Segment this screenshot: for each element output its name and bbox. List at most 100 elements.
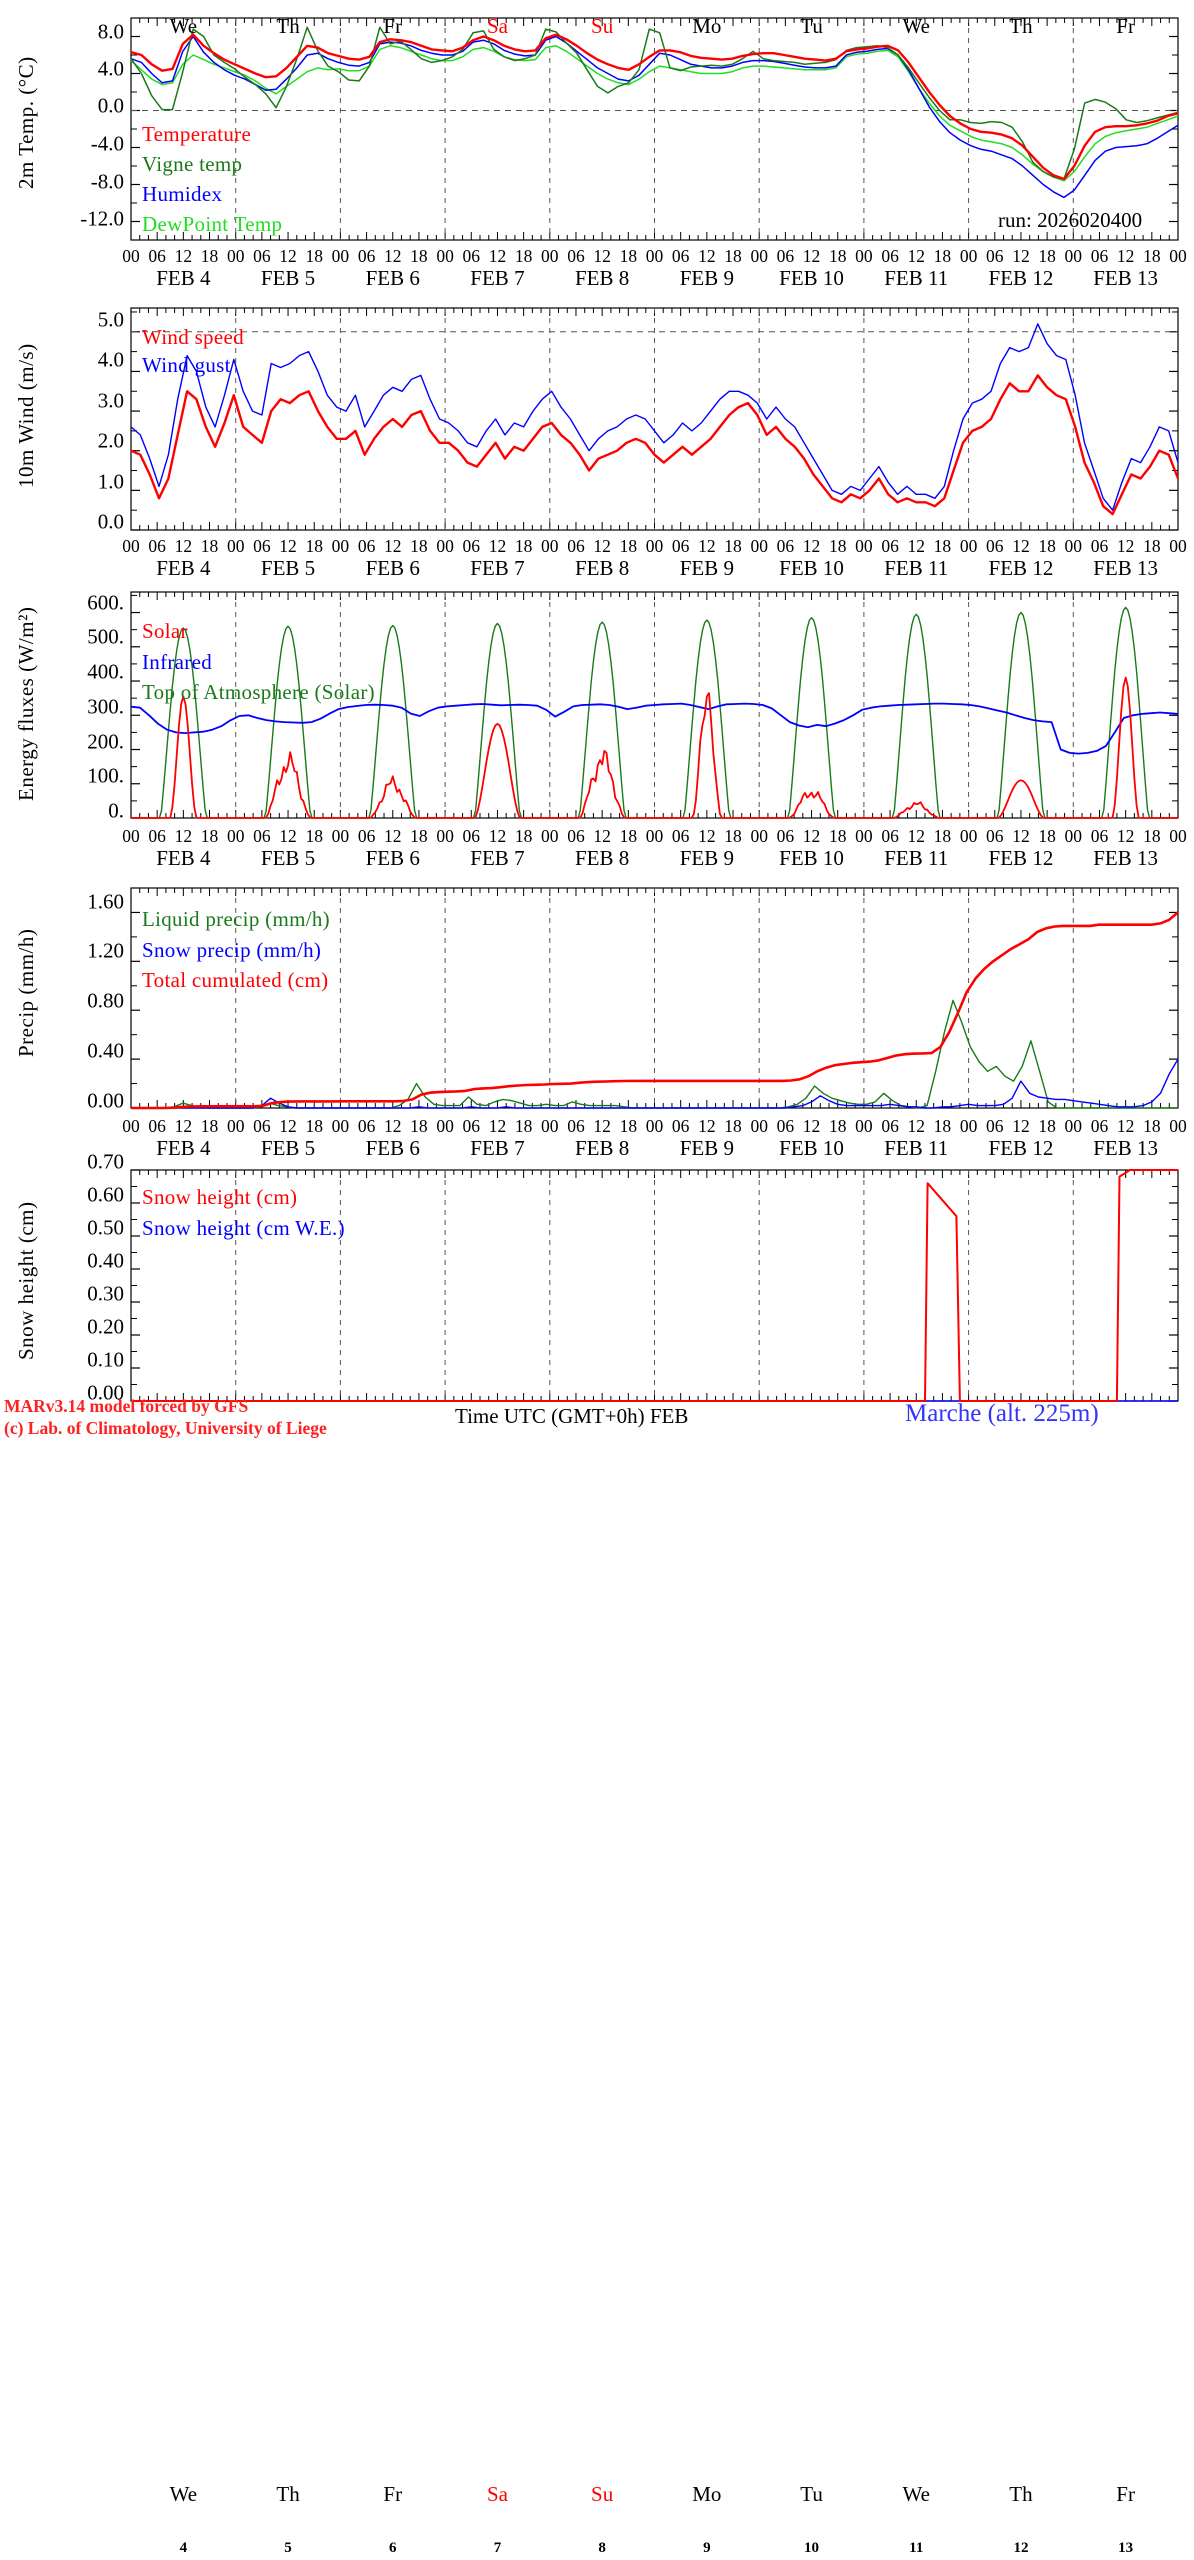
hour-tick: 00 bbox=[331, 536, 350, 556]
energy-hour-ticks: 00 06 12 18 00 06 12 18 00 06 12 18 00 06 12 18 00 06 12 18… bbox=[0, 826, 1194, 846]
hour-tick: 12 bbox=[907, 826, 926, 846]
hour-tick: 06 bbox=[462, 826, 481, 846]
day-number: 4 bbox=[179, 2540, 188, 2556]
day-number: 12 bbox=[1013, 2540, 1029, 2556]
hour-tick: 18 bbox=[724, 246, 742, 266]
hour-tick: 18 bbox=[305, 1116, 323, 1136]
energy-ytick: 300. bbox=[87, 694, 124, 719]
energy-ytick: 600. bbox=[87, 590, 124, 615]
hour-tick: 18 bbox=[619, 246, 638, 266]
hour-tick: 12 bbox=[174, 826, 193, 846]
hour-tick: 12 bbox=[1012, 246, 1030, 266]
date-label: FEB 10 bbox=[779, 266, 844, 290]
hour-tick: 00 bbox=[541, 246, 559, 266]
day-name: Tu bbox=[800, 2482, 823, 2506]
precip-ytick: 0.00 bbox=[87, 1088, 124, 1113]
hour-tick: 18 bbox=[410, 536, 428, 556]
hour-tick: 12 bbox=[1012, 536, 1030, 556]
footer-time-axis-label: Time UTC (GMT+0h) FEB bbox=[455, 1404, 689, 1428]
hour-tick: 12 bbox=[384, 246, 402, 266]
date-label: FEB 9 bbox=[679, 846, 734, 870]
hour-tick: 18 bbox=[305, 826, 323, 846]
hour-tick: 18 bbox=[724, 1116, 742, 1136]
hour-tick: 18 bbox=[514, 1116, 533, 1136]
footer-station-label: Marche (alt. 225m) bbox=[905, 1400, 1099, 1427]
wind-ytick: 2.0 bbox=[97, 428, 124, 453]
precip-date-labels: FEB 4 FEB 5 FEB 6 FEB 7 FEB 8 FEB 9 FEB 10 FEB … bbox=[0, 1136, 1194, 1160]
legend-wind-speed: Wind speed bbox=[142, 325, 244, 349]
hour-tick: 06 bbox=[881, 1116, 899, 1136]
hour-tick: 18 bbox=[1038, 1116, 1056, 1136]
hour-tick: 00 bbox=[226, 246, 245, 266]
date-label: FEB 11 bbox=[884, 846, 949, 870]
legend-dewpoint-temp: DewPoint Temp bbox=[142, 212, 283, 236]
hour-tick: 00 bbox=[436, 1116, 454, 1136]
hour-tick: 00 bbox=[959, 826, 978, 846]
hour-tick: 06 bbox=[567, 536, 585, 556]
energy-plot bbox=[130, 591, 1179, 819]
hour-tick: 06 bbox=[462, 536, 481, 556]
precip-plot bbox=[130, 887, 1179, 1110]
hour-tick: 06 bbox=[253, 536, 271, 556]
day-name: We bbox=[169, 14, 198, 38]
hour-tick: 12 bbox=[488, 826, 507, 846]
snowheight-ytick: 0.50 bbox=[87, 1215, 124, 1240]
legend-snow-height: Snow height (cm) bbox=[142, 1185, 298, 1209]
date-label: FEB 13 bbox=[1093, 1136, 1159, 1160]
hour-tick: 00 bbox=[855, 826, 873, 846]
hour-tick: 18 bbox=[619, 1116, 638, 1136]
hour-tick: 18 bbox=[724, 536, 742, 556]
day-name: Fr bbox=[383, 2482, 403, 2506]
day-name: Fr bbox=[383, 14, 403, 38]
day-name: Mo bbox=[692, 2482, 722, 2506]
legend-humidex: Humidex bbox=[142, 182, 223, 206]
wind-ytick: 5.0 bbox=[97, 307, 124, 332]
precip-ytick: 0.40 bbox=[87, 1038, 124, 1063]
hour-tick: 18 bbox=[200, 536, 219, 556]
hour-tick: 00 bbox=[436, 536, 454, 556]
hour-tick: 00 bbox=[122, 536, 140, 556]
hour-tick: 12 bbox=[1012, 826, 1030, 846]
hour-tick: 06 bbox=[776, 246, 795, 266]
day-number: 10 bbox=[804, 2540, 820, 2556]
hour-tick: 06 bbox=[1090, 1116, 1109, 1136]
series-temperature bbox=[130, 33, 1179, 181]
day-name: Th bbox=[1009, 14, 1033, 38]
hour-tick: 12 bbox=[698, 1116, 716, 1136]
date-label: FEB 13 bbox=[1093, 266, 1159, 290]
precip-hour-ticks: 00 06 12 18 00 06 12 18 00 06 12 18 00 06 12 18 00 06 12 18… bbox=[0, 1116, 1194, 1136]
hour-tick: 06 bbox=[357, 536, 376, 556]
panel-wind: 10m Wind (m/s) 5.0 4.0 3.0 2.0 1.0 0.0 W… bbox=[0, 290, 1194, 580]
date-label: FEB 5 bbox=[260, 846, 316, 870]
legend-liquid-precip: Liquid precip (mm/h) bbox=[142, 907, 330, 931]
hour-tick: 06 bbox=[148, 536, 166, 556]
hour-tick: 00 bbox=[855, 246, 873, 266]
hour-tick: 18 bbox=[828, 1116, 847, 1136]
day-name: Su bbox=[591, 14, 614, 38]
hour-tick: 12 bbox=[593, 826, 611, 846]
footer-lab-credit: (c) Lab. of Climatology, University of L… bbox=[4, 1418, 327, 1438]
hour-tick: 00 bbox=[645, 246, 664, 266]
legend-top-of-atmosphere: Top of Atmosphere (Solar) bbox=[142, 680, 375, 704]
legend-vigne-temp: Vigne temp bbox=[142, 152, 243, 176]
day-name: Fr bbox=[1116, 2482, 1135, 2506]
hour-tick: 00 bbox=[750, 246, 768, 266]
hour-tick: 00 bbox=[1064, 246, 1083, 266]
hour-tick: 00 bbox=[1169, 826, 1187, 846]
hour-tick: 00 bbox=[331, 826, 350, 846]
date-label: FEB 9 bbox=[679, 1136, 734, 1160]
hour-tick: 06 bbox=[148, 826, 166, 846]
hour-tick: 00 bbox=[1064, 1116, 1083, 1136]
day-name: We bbox=[169, 2482, 198, 2506]
legend-snow-height-we: Snow height (cm W.E.) bbox=[142, 1216, 345, 1240]
date-label: FEB 6 bbox=[365, 1136, 420, 1160]
day-name: Mo bbox=[692, 14, 722, 38]
hour-tick: 18 bbox=[933, 536, 952, 556]
hour-tick: 00 bbox=[645, 536, 664, 556]
series-solar bbox=[131, 676, 1178, 819]
hour-tick: 12 bbox=[1116, 536, 1135, 556]
legend-wind-gust: Wind gust bbox=[142, 353, 231, 377]
hour-tick: 12 bbox=[593, 536, 611, 556]
date-label: FEB 8 bbox=[575, 846, 630, 870]
hour-tick: 00 bbox=[1064, 536, 1083, 556]
